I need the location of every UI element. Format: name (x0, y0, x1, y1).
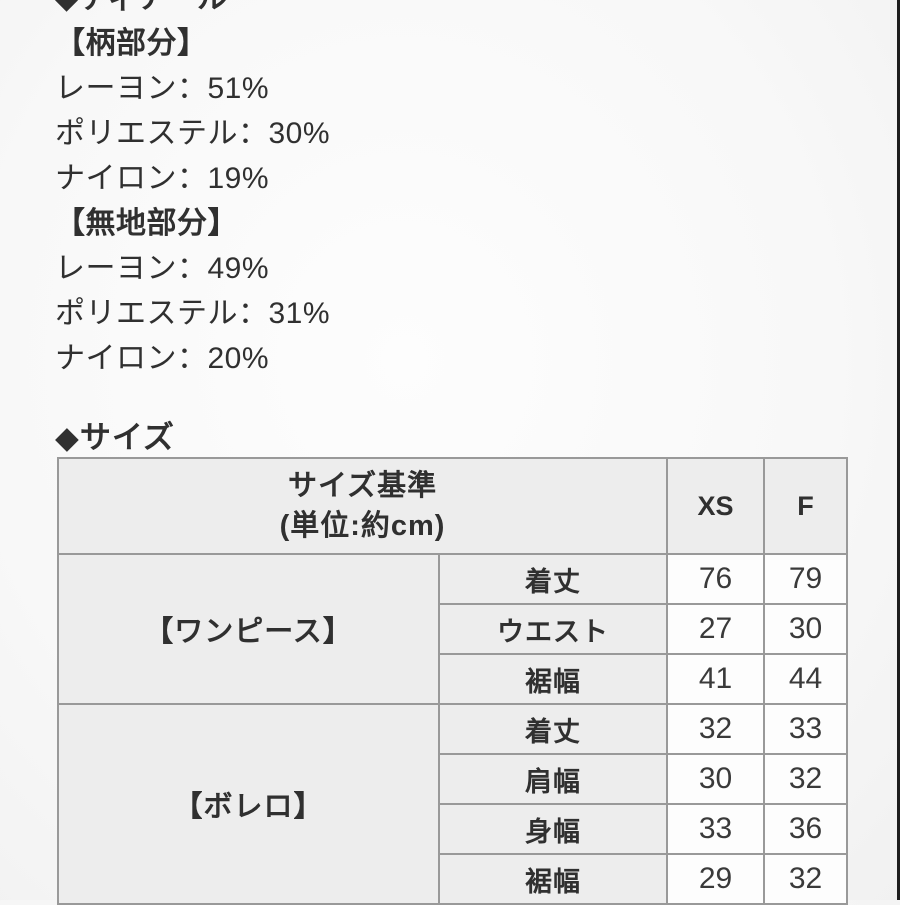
value-f: 44 (763, 653, 849, 705)
material-composition-block: ◆ティアール 【柄部分】 レーヨン：51% ポリエステル：30% ナイロン：19… (55, 0, 330, 381)
material-item-rayon: レーヨン：51% (55, 72, 270, 105)
table-row: 肩幅 30 32 (58, 753, 849, 805)
measure-label: 肩幅 (437, 753, 669, 805)
size-table: サイズ基準 (単位:約cm) XS F 【ワンピース】 着丈 76 79 ウエス… (56, 457, 849, 905)
value-f: 36 (763, 803, 849, 855)
value-f: 32 (763, 753, 849, 805)
value-xs: 27 (666, 603, 766, 655)
group-label-bolero: 【ボレロ】 (57, 703, 440, 905)
size-section-heading: ◆サイズ (55, 420, 175, 455)
value-f: 79 (763, 553, 849, 605)
measure-label: ウエスト (437, 603, 669, 655)
measure-label: 裾幅 (437, 853, 669, 905)
value-xs: 29 (666, 853, 766, 905)
size-unit-label: (単位:約cm) (279, 510, 446, 542)
table-row: 裾幅 41 44 (58, 653, 849, 705)
value-xs: 33 (666, 803, 766, 855)
material-item-nylon: ナイロン：19% (55, 162, 270, 195)
value-xs: 32 (666, 703, 766, 755)
column-header-f: F (763, 457, 849, 555)
value-f: 30 (763, 603, 849, 655)
value-f: 32 (763, 853, 849, 905)
material-item-polyester: ポリエステル：31% (55, 297, 331, 330)
table-row: ウエスト 27 30 (58, 603, 849, 655)
size-basis-header-cell: サイズ基準 (単位:約cm) (56, 457, 669, 555)
column-header-xs: XS (666, 457, 766, 555)
measure-label: 身幅 (437, 803, 669, 855)
photo-right-edge-line (897, 0, 900, 900)
size-basis-label: サイズ基準 (287, 469, 438, 502)
material-item-rayon: レーヨン：49% (55, 252, 270, 285)
value-xs: 76 (666, 553, 766, 605)
table-row: 【ワンピース】 着丈 76 79 (57, 553, 849, 705)
value-xs: 41 (666, 653, 766, 705)
section-heading-pattern-part: 【柄部分】 (55, 27, 208, 60)
section-heading-plain-part: 【無地部分】 (55, 207, 238, 240)
fabric-title: ◆ティアール (55, 0, 330, 21)
measure-label: 着丈 (437, 703, 669, 755)
group-label-onepiece: 【ワンピース】 (57, 553, 440, 705)
measure-label: 裾幅 (437, 653, 669, 705)
size-table-header-row: サイズ基準 (単位:約cm) XS F (56, 457, 849, 555)
measure-label: 着丈 (437, 553, 669, 605)
value-xs: 30 (666, 753, 766, 805)
material-item-polyester: ポリエステル：30% (55, 117, 331, 150)
table-row: 【ボレロ】 着丈 32 33 (57, 703, 849, 905)
table-row: 身幅 33 36 (58, 803, 849, 855)
value-f: 33 (763, 703, 849, 755)
material-item-nylon: ナイロン：20% (55, 342, 270, 375)
